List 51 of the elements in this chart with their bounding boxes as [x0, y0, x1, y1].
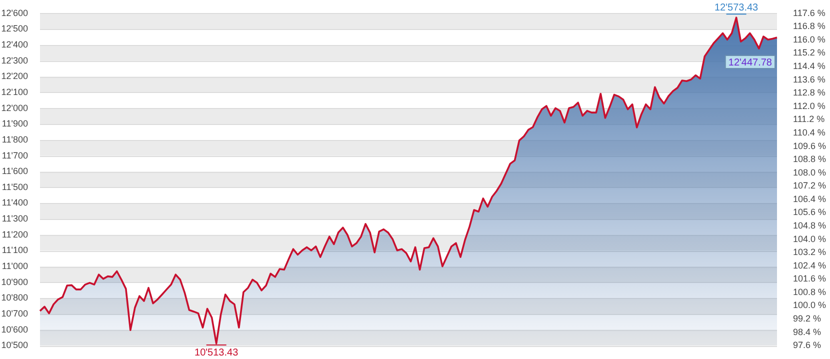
y2-tick-label: 104.0 % [793, 234, 826, 244]
y-tick-label: 11'900 [2, 118, 28, 129]
y2-tick-label: 101.6 % [793, 274, 826, 284]
y-tick-label: 11'800 [2, 134, 28, 144]
y-tick-label: 11'300 [2, 214, 28, 224]
y2-tick-label: 116.0 % [793, 34, 826, 44]
y-tick-label: 10'500 [1, 340, 28, 350]
y-tick-label: 11'100 [2, 245, 28, 256]
y-tick-label: 12'500 [1, 24, 28, 34]
y-tick-label: 11'500 [2, 182, 28, 192]
y2-tick-label: 113.6 % [793, 74, 826, 84]
y2-tick-label: 104.8 % [793, 220, 826, 230]
y2-tick-label: 116.8 % [793, 21, 826, 32]
y2-tick-label: 103.2 % [793, 247, 826, 258]
y2-tick-label: 108.0 % [793, 167, 826, 178]
y2-tick-label: 105.6 % [793, 207, 826, 218]
y2-tick-label: 117.6 % [793, 8, 826, 18]
y2-tick-label: 110.4 % [793, 127, 826, 138]
y2-tick-label: 99.2 % [793, 314, 822, 324]
y-tick-label: 12'300 [1, 55, 28, 66]
y2-tick-label: 106.4 % [793, 194, 826, 204]
y2-tick-label: 111.2 % [793, 114, 825, 124]
annotation: 12'573.43 [714, 2, 759, 14]
y2-tick-label: 100.8 % [793, 286, 826, 297]
y-tick-label: 12'600 [1, 8, 28, 18]
y2-tick-label: 97.6 % [793, 340, 822, 350]
y-tick-label: 11'200 [2, 229, 28, 240]
y2-tick-label: 107.2 % [793, 180, 826, 191]
y-tick-label: 10'600 [1, 324, 28, 334]
annotation: 10'513.43 [194, 347, 239, 358]
y-tick-label: 10'800 [1, 292, 28, 303]
y-tick-label: 10'900 [1, 276, 28, 287]
y2-tick-label: 100.0 % [793, 300, 826, 310]
y-tick-label: 11'400 [2, 198, 28, 208]
y-tick-label: 11'700 [2, 150, 28, 160]
y-tick-label: 10'700 [1, 308, 28, 318]
y-tick-label: 12'400 [1, 40, 28, 50]
y2-tick-label: 109.6 % [793, 140, 826, 151]
y2-tick-label: 112.8 % [793, 88, 826, 98]
y-tick-label: 11'600 [2, 166, 28, 176]
y2-tick-label: 108.8 % [793, 154, 826, 164]
y-tick-label: 12'000 [1, 102, 28, 113]
y-tick-label: 12'100 [1, 86, 28, 97]
y2-tick-label: 114.4 % [793, 61, 826, 72]
annotation: 12'447.78 [728, 57, 772, 68]
y2-tick-label: 98.4 % [793, 326, 822, 337]
y2-tick-label: 115.2 % [793, 48, 826, 58]
y-tick-label: 12'200 [1, 71, 28, 82]
y2-tick-label: 102.4 % [793, 260, 826, 270]
y2-tick-label: 112.0 % [793, 100, 826, 111]
y-tick-label: 11'000 [2, 260, 28, 271]
